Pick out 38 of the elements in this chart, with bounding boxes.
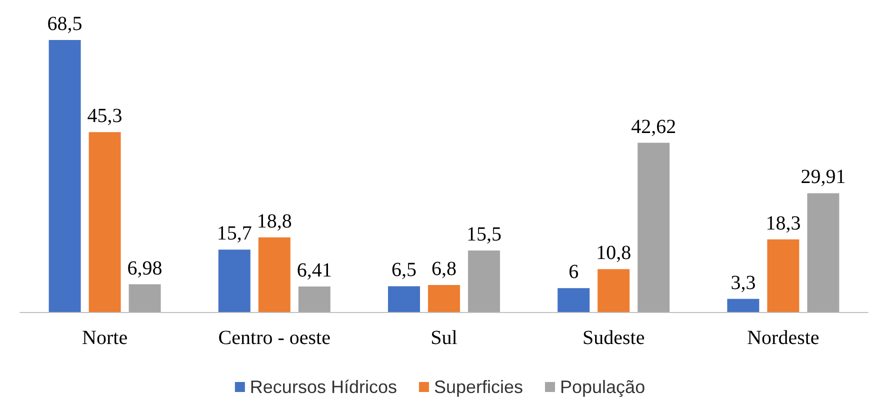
x-tick-label: Norte xyxy=(82,327,128,349)
x-tick-label: Sul xyxy=(430,327,458,349)
bar xyxy=(638,142,670,312)
data-label: 10,8 xyxy=(596,242,632,264)
bar xyxy=(388,286,420,312)
data-label: 45,3 xyxy=(87,105,122,128)
data-label: 15,7 xyxy=(216,222,252,245)
x-tick-label: Nordeste xyxy=(747,327,820,349)
legend-label: Recursos Hídricos xyxy=(250,377,397,397)
data-label: 3,3 xyxy=(730,272,756,294)
bar xyxy=(428,285,460,312)
data-label: 18,8 xyxy=(256,210,292,232)
bar xyxy=(128,284,161,312)
data-label: 29,91 xyxy=(800,166,846,188)
data-label: 6 xyxy=(568,261,579,284)
bar xyxy=(298,286,330,312)
bar xyxy=(727,298,760,312)
x-tick-label: Centro - oeste xyxy=(218,327,331,349)
bar xyxy=(598,269,630,312)
data-label: 18,3 xyxy=(766,212,801,234)
bar xyxy=(807,193,840,312)
data-label: 42,62 xyxy=(631,116,676,138)
data-label: 6,41 xyxy=(296,260,332,282)
data-label: 6,5 xyxy=(392,259,416,282)
bar xyxy=(88,132,121,312)
legend-label: População xyxy=(560,377,646,397)
bar xyxy=(258,237,290,312)
bar xyxy=(218,250,250,312)
bar xyxy=(767,239,800,312)
bar xyxy=(468,250,500,312)
data-label: 6,8 xyxy=(432,258,456,280)
legend-label: Superficies xyxy=(434,377,524,397)
bar xyxy=(558,288,590,312)
bar xyxy=(48,40,81,312)
data-label: 68,5 xyxy=(47,13,82,35)
data-label: 6,98 xyxy=(127,257,162,280)
data-label: 15,5 xyxy=(466,223,502,246)
x-tick-label: Sudeste xyxy=(582,327,645,349)
